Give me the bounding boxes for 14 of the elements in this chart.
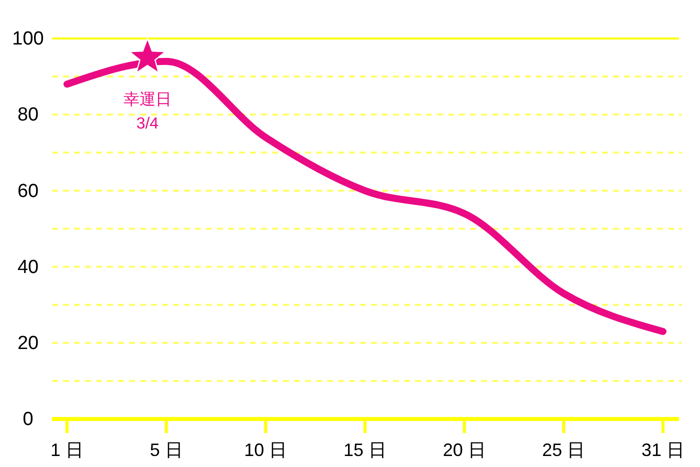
x-tick-label: 10 日 <box>244 440 288 460</box>
y-tick-label: 0 <box>22 409 34 430</box>
x-tick-label: 31 日 <box>641 440 685 460</box>
x-tick-label: 1 日 <box>50 440 84 460</box>
x-tick-label: 20 日 <box>442 440 486 460</box>
x-tick-label: 5 日 <box>150 440 183 460</box>
y-tick-label: 20 <box>17 332 39 354</box>
annotation: 幸運日 3/4 <box>123 90 172 133</box>
y-tick-label: 60 <box>17 180 39 202</box>
y-tick-label: 100 <box>12 28 44 50</box>
y-tick-label: 80 <box>17 104 39 126</box>
x-tick-label: 25 日 <box>542 440 586 460</box>
x-tick-label: 15 日 <box>343 440 387 460</box>
y-tick-label: 40 <box>17 256 39 278</box>
